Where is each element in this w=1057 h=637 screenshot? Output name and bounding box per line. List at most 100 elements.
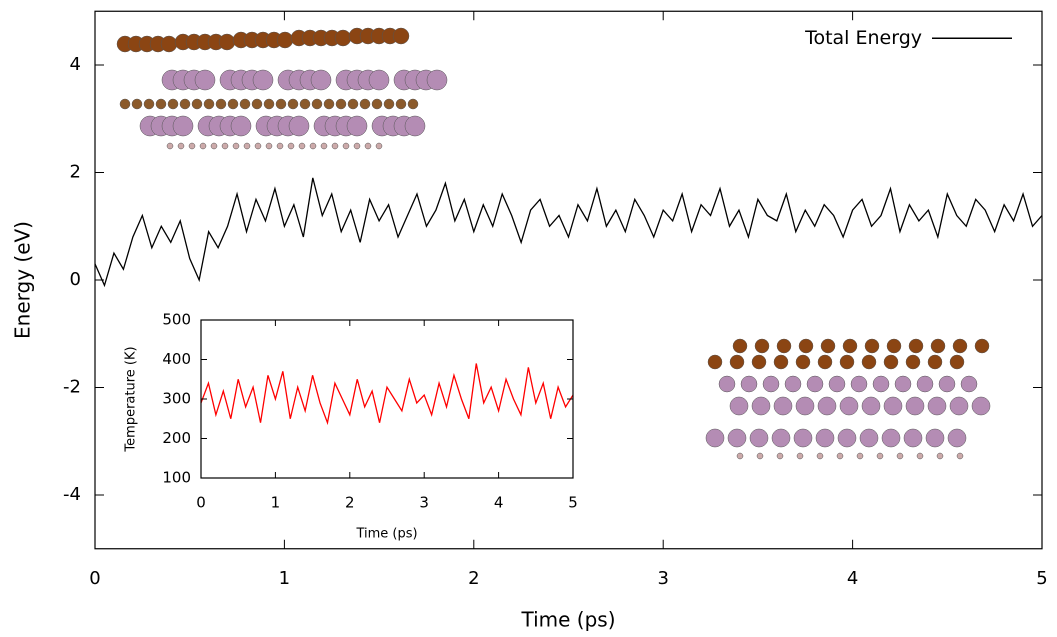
molecule-atom bbox=[749, 428, 769, 448]
y-tick-label: 400 bbox=[162, 350, 191, 368]
molecule-atom bbox=[925, 428, 945, 448]
molecule-atom bbox=[119, 98, 131, 110]
molecule-atom bbox=[864, 338, 880, 354]
x-tick-label: 0 bbox=[89, 568, 100, 589]
molecule-atom bbox=[276, 142, 284, 150]
molecule-atom bbox=[850, 375, 868, 393]
molecule-atom bbox=[886, 338, 902, 354]
molecule-atom bbox=[817, 396, 837, 416]
molecule-atom bbox=[894, 375, 912, 393]
molecule-atom bbox=[263, 98, 275, 110]
molecule-atom bbox=[395, 98, 407, 110]
molecule-atom bbox=[817, 354, 833, 370]
molecule-atom bbox=[816, 452, 824, 460]
x-tick-label: 5 bbox=[1036, 568, 1047, 589]
molecule-atom bbox=[243, 142, 251, 150]
y-tick-label: 100 bbox=[162, 469, 191, 487]
molecule-atom bbox=[331, 142, 339, 150]
molecule-atom bbox=[276, 31, 294, 49]
molecule-atom bbox=[221, 142, 229, 150]
main-plot: 0 1 2 3 4 5 -4 -2 0 2 4 Time (ps) Energy (eV) Total E… bbox=[11, 10, 1048, 631]
molecule-atom bbox=[320, 142, 328, 150]
molecule-atom bbox=[407, 98, 419, 110]
molecule-atom bbox=[916, 452, 924, 460]
molecule-atom bbox=[254, 142, 262, 150]
molecule-atom bbox=[287, 142, 295, 150]
x-tick-label: 3 bbox=[657, 568, 668, 589]
molecule-atom bbox=[836, 452, 844, 460]
molecule-atom bbox=[334, 29, 352, 47]
molecule-atom bbox=[876, 452, 884, 460]
y-tick-label: 4 bbox=[70, 54, 81, 75]
molecule-atom bbox=[310, 69, 332, 91]
molecule-atom bbox=[736, 452, 744, 460]
molecule-atom bbox=[795, 354, 811, 370]
molecule-atom bbox=[795, 396, 815, 416]
molecule-atom bbox=[771, 428, 791, 448]
molecule-atom bbox=[298, 142, 306, 150]
molecule-atom bbox=[908, 338, 924, 354]
molecule-atom bbox=[751, 396, 771, 416]
molecule-atom bbox=[179, 98, 191, 110]
y-axis-label: Energy (eV) bbox=[11, 221, 35, 339]
molecule-atom bbox=[252, 69, 274, 91]
molecule-atom bbox=[756, 452, 764, 460]
molecule-atom bbox=[346, 115, 368, 137]
structure-illustrations bbox=[116, 27, 991, 460]
molecule-atom bbox=[773, 354, 789, 370]
molecule-atom bbox=[199, 142, 207, 150]
molecule-atom bbox=[881, 428, 901, 448]
molecule-atom bbox=[974, 338, 990, 354]
molecule-atom bbox=[359, 98, 371, 110]
molecule-atom bbox=[347, 98, 359, 110]
molecule-atom bbox=[956, 452, 964, 460]
molecule-atom bbox=[194, 69, 216, 91]
molecule-atom bbox=[239, 98, 251, 110]
molecule-atom bbox=[230, 115, 252, 137]
x-tick-label: 3 bbox=[419, 494, 429, 512]
molecule-atom bbox=[938, 375, 956, 393]
molecule-atom bbox=[342, 142, 350, 150]
y-tick-label: 2 bbox=[70, 162, 81, 183]
y-tick-label: 500 bbox=[162, 311, 191, 329]
molecule-atom bbox=[368, 69, 390, 91]
molecule-atom bbox=[166, 142, 174, 150]
molecule-atom bbox=[793, 428, 813, 448]
molecule-atom bbox=[729, 396, 749, 416]
molecule-atom bbox=[172, 115, 194, 137]
molecule-atom bbox=[288, 115, 310, 137]
molecule-atom bbox=[188, 142, 196, 150]
molecule-atom bbox=[353, 142, 361, 150]
inset-background bbox=[201, 320, 573, 478]
molecule-atom bbox=[131, 98, 143, 110]
x-axis-label: Time (ps) bbox=[355, 527, 417, 542]
molecule-atom bbox=[727, 428, 747, 448]
molecule-atom bbox=[309, 142, 317, 150]
molecule-atom bbox=[806, 375, 824, 393]
y-tick-label: 200 bbox=[162, 429, 191, 447]
molecule-atom bbox=[861, 396, 881, 416]
molecule-atom bbox=[227, 98, 239, 110]
molecule-atom bbox=[930, 338, 946, 354]
molecule-atom bbox=[762, 375, 780, 393]
molecule-atom bbox=[729, 354, 745, 370]
molecule-atom bbox=[210, 142, 218, 150]
molecule-atom bbox=[949, 354, 965, 370]
molecule-atom bbox=[927, 354, 943, 370]
molecule-atom bbox=[371, 98, 383, 110]
molecule-atom bbox=[798, 338, 814, 354]
molecule-atom bbox=[754, 338, 770, 354]
molecule-atom bbox=[275, 98, 287, 110]
molecule-atom bbox=[949, 396, 969, 416]
molecule-atom bbox=[971, 396, 991, 416]
molecule-atom bbox=[776, 452, 784, 460]
molecule-atom bbox=[299, 98, 311, 110]
x-tick-label: 4 bbox=[847, 568, 858, 589]
molecule-atom bbox=[856, 452, 864, 460]
molecule-atom bbox=[960, 375, 978, 393]
molecule-atom bbox=[375, 142, 383, 150]
molecule-atom bbox=[903, 428, 923, 448]
molecule-atom bbox=[936, 452, 944, 460]
molecule-atom bbox=[426, 69, 448, 91]
